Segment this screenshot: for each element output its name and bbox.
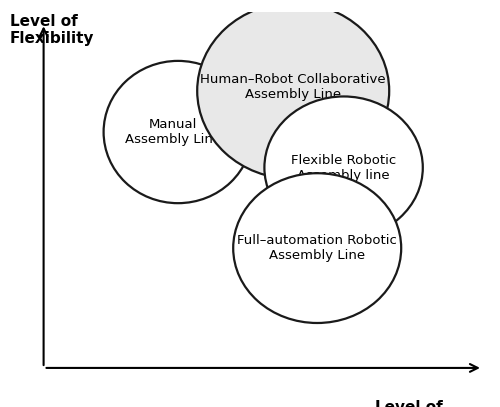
Text: Full–automation Robotic
Assembly Line: Full–automation Robotic Assembly Line xyxy=(238,234,397,262)
Text: Flexible Robotic
Assembly line: Flexible Robotic Assembly line xyxy=(291,153,396,182)
Text: Human–Robot Collaborative
Assembly Line: Human–Robot Collaborative Assembly Line xyxy=(200,73,386,101)
Text: Level of
Flexibility: Level of Flexibility xyxy=(10,14,94,46)
Text: Manual
Assembly Line: Manual Assembly Line xyxy=(125,118,222,146)
Ellipse shape xyxy=(233,173,401,323)
Ellipse shape xyxy=(104,61,253,203)
Ellipse shape xyxy=(197,3,389,179)
Ellipse shape xyxy=(264,96,423,239)
Text: Level of
Automation: Level of Automation xyxy=(358,400,458,407)
